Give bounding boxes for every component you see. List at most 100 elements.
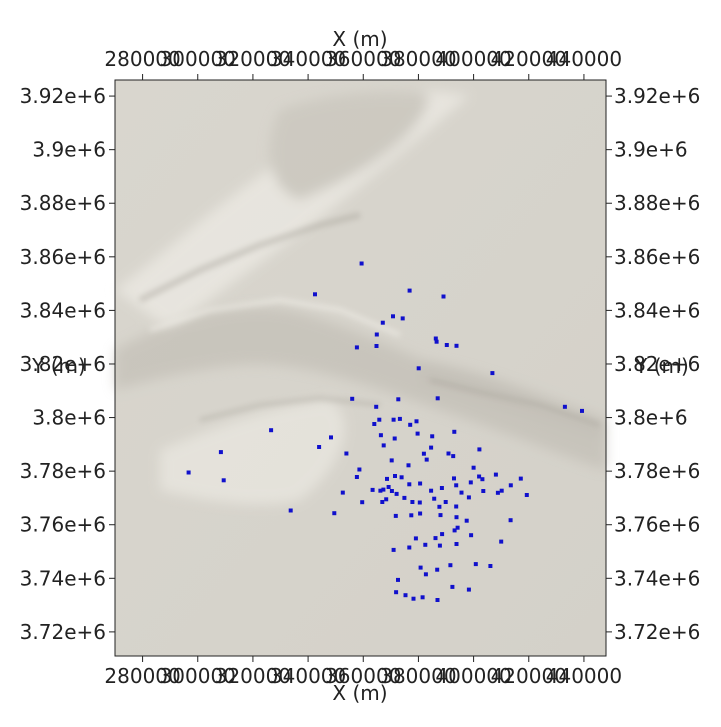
- data-point: [480, 477, 485, 482]
- data-point: [407, 545, 412, 550]
- y-tick-label-left: 3.8e+6: [32, 406, 106, 430]
- data-point: [488, 564, 493, 568]
- data-point: [508, 483, 513, 488]
- data-point: [370, 487, 375, 492]
- data-point: [466, 495, 471, 500]
- y-tick-label-right: 3.92e+6: [614, 84, 700, 108]
- data-point: [508, 518, 513, 523]
- y-tick-label-left: 3.86e+6: [20, 245, 106, 269]
- data-point: [464, 518, 469, 523]
- data-point: [562, 404, 567, 409]
- data-point: [452, 476, 456, 481]
- data-point: [490, 371, 495, 376]
- data-point: [407, 288, 412, 293]
- y-tick-label-left: 3.78e+6: [20, 459, 106, 483]
- x-tick-label-bottom: 320000: [215, 664, 291, 688]
- data-point: [400, 316, 405, 321]
- data-point: [495, 490, 500, 495]
- data-point: [439, 486, 444, 490]
- y-tick-label-right: 3.9e+6: [614, 138, 688, 162]
- x-tick-label-bottom: 440000: [546, 664, 622, 688]
- data-point: [454, 515, 459, 520]
- data-point: [288, 508, 293, 513]
- data-point: [493, 472, 498, 477]
- data-point: [406, 463, 411, 468]
- x-tick-label-bottom: 280000: [104, 664, 180, 688]
- x-tick-label-bottom: 400000: [435, 664, 511, 688]
- data-point: [317, 445, 322, 449]
- data-point: [524, 493, 529, 497]
- data-point: [393, 474, 397, 478]
- data-point: [459, 490, 464, 495]
- data-point: [386, 485, 391, 489]
- x-tick-label-top: 440000: [546, 47, 622, 71]
- data-point: [435, 598, 440, 602]
- data-point: [471, 465, 476, 470]
- data-point: [394, 590, 399, 595]
- data-point: [451, 454, 456, 459]
- data-point: [381, 487, 386, 492]
- y-tick-label-right: 3.78e+6: [614, 459, 700, 483]
- y-tick-label-left: 3.9e+6: [32, 138, 106, 162]
- data-point: [374, 344, 379, 348]
- data-point: [389, 489, 394, 493]
- data-point: [392, 436, 397, 441]
- x-tick-label-top: 400000: [435, 47, 511, 71]
- x-axis-title-bottom: X (m): [332, 681, 387, 705]
- data-point: [435, 567, 440, 572]
- data-point: [380, 320, 385, 325]
- y-tick-label-right: 3.72e+6: [614, 620, 700, 644]
- data-point: [402, 495, 407, 500]
- data-point: [397, 416, 402, 421]
- terrain-relief-map: [115, 80, 606, 656]
- data-point: [580, 408, 584, 413]
- data-point: [403, 593, 408, 598]
- data-point: [417, 500, 422, 505]
- data-point: [446, 451, 451, 456]
- x-tick-label-bottom: 420000: [491, 664, 567, 688]
- plot-frame: [114, 79, 607, 657]
- data-point: [359, 261, 364, 266]
- data-point: [499, 488, 504, 493]
- data-point: [433, 336, 438, 341]
- data-point: [430, 434, 435, 439]
- data-point: [391, 547, 396, 552]
- data-point: [440, 532, 445, 537]
- data-point: [354, 475, 359, 479]
- data-point: [389, 458, 394, 463]
- data-point: [437, 504, 442, 509]
- data-point: [344, 451, 349, 456]
- data-point: [332, 511, 337, 516]
- data-point: [380, 500, 385, 504]
- x-tick-label-bottom: 340000: [270, 664, 346, 688]
- data-point: [477, 447, 482, 452]
- data-point: [394, 491, 399, 496]
- y-tick-label-right: 3.86e+6: [614, 245, 700, 269]
- y-tick-label-right: 3.76e+6: [614, 513, 700, 537]
- x-tick-label-top: 360000: [325, 47, 401, 71]
- data-point: [443, 500, 448, 504]
- data-point: [415, 431, 420, 436]
- data-point: [454, 504, 459, 509]
- data-point: [432, 496, 437, 501]
- data-point: [407, 482, 412, 487]
- data-point: [444, 343, 449, 347]
- y-tick-label-left: 3.72e+6: [20, 620, 106, 644]
- data-point: [354, 345, 359, 350]
- data-point: [377, 417, 382, 422]
- data-point: [468, 480, 473, 485]
- data-point: [374, 404, 379, 409]
- data-point: [313, 292, 317, 297]
- data-point: [378, 433, 383, 438]
- y-axis-title-right: Y (m): [634, 354, 689, 378]
- y-tick-label-left: 3.84e+6: [20, 298, 106, 322]
- data-point: [441, 294, 446, 299]
- y-tick-label-right: 3.84e+6: [614, 298, 700, 322]
- data-point: [418, 565, 423, 570]
- data-point: [414, 419, 419, 424]
- data-point: [413, 536, 418, 541]
- data-point: [391, 417, 396, 422]
- data-point: [499, 539, 504, 544]
- data-point: [416, 366, 421, 371]
- data-point: [424, 457, 429, 462]
